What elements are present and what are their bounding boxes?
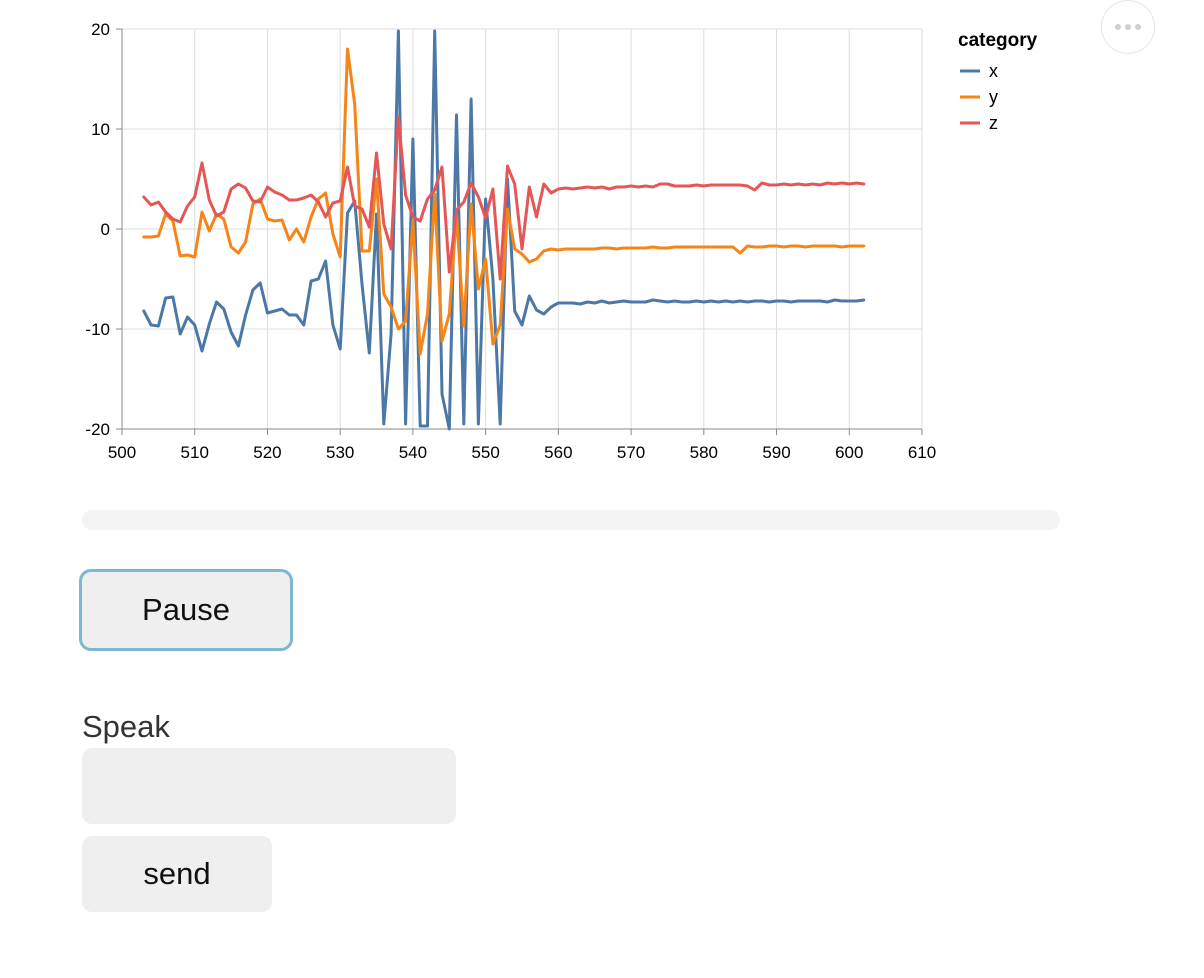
- menu-dot: [1115, 24, 1121, 30]
- series-line-x: [142, 29, 866, 431]
- accelerometer-chart: 20 10 0 -10 -20 500 510 520 530 540 550 560 570 580 59…: [0, 0, 1204, 480]
- x-tick-label: 540: [399, 443, 427, 462]
- y-tick-label: 10: [91, 120, 110, 139]
- x-tick-label: 560: [544, 443, 572, 462]
- x-tick-label: 550: [471, 443, 499, 462]
- x-tick-label: 570: [617, 443, 645, 462]
- chart-canvas: 20 10 0 -10 -20 500 510 520 530 540 550 560 570 580 59…: [85, 20, 1038, 462]
- menu-dot: [1135, 24, 1141, 30]
- more-options-button[interactable]: [1101, 0, 1155, 54]
- series-line-z: [142, 115, 866, 281]
- legend-label-z: z: [989, 113, 998, 133]
- y-tick-label: -20: [85, 420, 110, 439]
- x-tick-label: 580: [690, 443, 718, 462]
- x-tick-label: 610: [908, 443, 936, 462]
- legend-label-x: x: [989, 61, 998, 81]
- legend-label-y: y: [989, 87, 998, 107]
- x-tick-label: 510: [181, 443, 209, 462]
- pause-button[interactable]: Pause: [79, 569, 293, 651]
- x-tick-label: 530: [326, 443, 354, 462]
- speak-label: Speak: [82, 709, 170, 744]
- progress-bar: [82, 510, 1060, 530]
- x-tick-label: 590: [762, 443, 790, 462]
- speak-input[interactable]: [82, 748, 456, 824]
- y-tick-label: 20: [91, 20, 110, 39]
- send-button[interactable]: send: [82, 836, 272, 912]
- x-tick-label: 500: [108, 443, 136, 462]
- y-tick-label: 0: [101, 220, 110, 239]
- x-tick-label: 600: [835, 443, 863, 462]
- menu-dot: [1125, 24, 1131, 30]
- legend-title: category: [958, 30, 1038, 51]
- more-horizontal-icon: [1115, 24, 1141, 30]
- x-tick-label: 520: [253, 443, 281, 462]
- y-tick-label: -10: [85, 320, 110, 339]
- series-line-y: [142, 47, 866, 356]
